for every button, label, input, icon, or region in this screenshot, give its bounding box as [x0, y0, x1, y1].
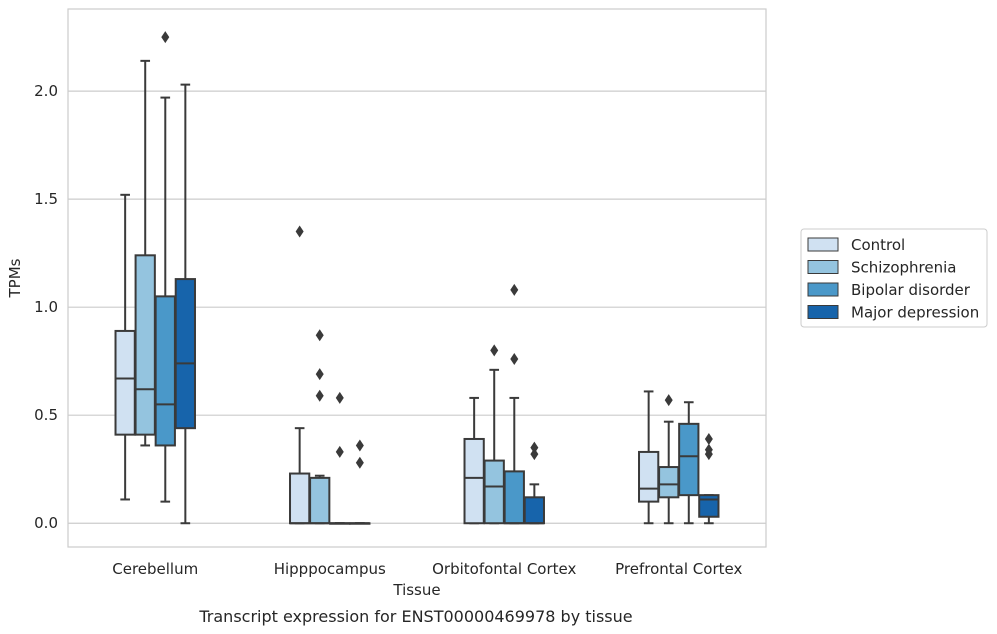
outlier-point [355, 439, 364, 452]
box [678, 422, 700, 497]
outlier-point [315, 329, 324, 342]
box-3-0 [638, 390, 660, 525]
box [289, 472, 311, 525]
box [463, 437, 485, 525]
box [154, 295, 176, 447]
chart-caption: Transcript expression for ENST0000046997… [198, 607, 632, 626]
box [503, 470, 525, 525]
outlier-point [335, 445, 344, 458]
outlier-point [510, 283, 519, 296]
x-axis-ticks: Cerebellum Hipppocampus Orbitofontal Corte… [112, 560, 742, 578]
x-axis-label: Tissue [392, 581, 440, 599]
box-3-3 [698, 432, 720, 525]
legend-label: Major depression [851, 304, 979, 322]
box-2-2 [503, 283, 525, 525]
box [483, 459, 505, 525]
outlier-point [490, 344, 499, 357]
box [638, 450, 660, 503]
plot-frame [67, 8, 767, 548]
legend: Control Schizophrenia Bipolar disorder Majo… [800, 228, 988, 328]
legend-swatch [807, 305, 839, 319]
outlier-point [510, 353, 519, 366]
box [174, 278, 196, 430]
outlier-point [295, 225, 304, 238]
legend-swatch [807, 237, 839, 252]
outlier-point [664, 394, 673, 407]
box-plots [114, 31, 720, 525]
box-2-0 [463, 396, 485, 525]
y-axis-ticks: 0.0 0.5 1.0 1.5 2.0 [34, 82, 58, 532]
y-tick-label: 1.5 [34, 190, 58, 208]
outlier-point [704, 432, 713, 445]
outlier-point [335, 391, 344, 404]
box-0-2 [154, 31, 176, 503]
legend-frame [800, 228, 988, 328]
box-3-1 [658, 394, 680, 525]
box-0-3 [174, 83, 196, 525]
legend-swatch [807, 260, 839, 274]
outlier-point [704, 443, 713, 456]
box-2-1 [483, 344, 505, 525]
box-1-1 [309, 329, 331, 525]
box-1-2 [329, 391, 351, 525]
legend-label: Bipolar disorder [851, 281, 971, 299]
x-tick-label: Orbitofontal Cortex [432, 560, 576, 578]
box [134, 254, 156, 436]
legend-label: Control [851, 236, 905, 254]
box [114, 329, 136, 436]
box [309, 476, 331, 525]
outlier-point [161, 31, 170, 44]
legend-swatch [807, 282, 839, 297]
box-1-0 [289, 225, 311, 525]
outlier-point [315, 389, 324, 402]
box [698, 494, 720, 518]
y-tick-label: 0.0 [34, 514, 58, 532]
box [523, 496, 545, 525]
y-tick-label: 2.0 [34, 82, 58, 100]
box-0-1 [134, 59, 156, 447]
legend-label: Schizophrenia [851, 259, 956, 277]
outlier-point [315, 368, 324, 381]
outlier-point [530, 448, 539, 461]
y-axis-label: TPMs [6, 258, 24, 298]
x-tick-label: Hipppocampus [274, 560, 386, 578]
box [658, 466, 680, 499]
x-tick-label: Cerebellum [112, 560, 198, 578]
box-1-3 [349, 439, 371, 525]
x-tick-label: Prefrontal Cortex [615, 560, 742, 578]
y-tick-label: 1.0 [34, 298, 58, 316]
box-2-3 [523, 441, 545, 525]
outlier-point [530, 441, 539, 454]
outlier-point [355, 456, 364, 469]
y-tick-label: 0.5 [34, 406, 58, 424]
box-3-2 [678, 401, 700, 525]
box-0-0 [114, 193, 136, 501]
